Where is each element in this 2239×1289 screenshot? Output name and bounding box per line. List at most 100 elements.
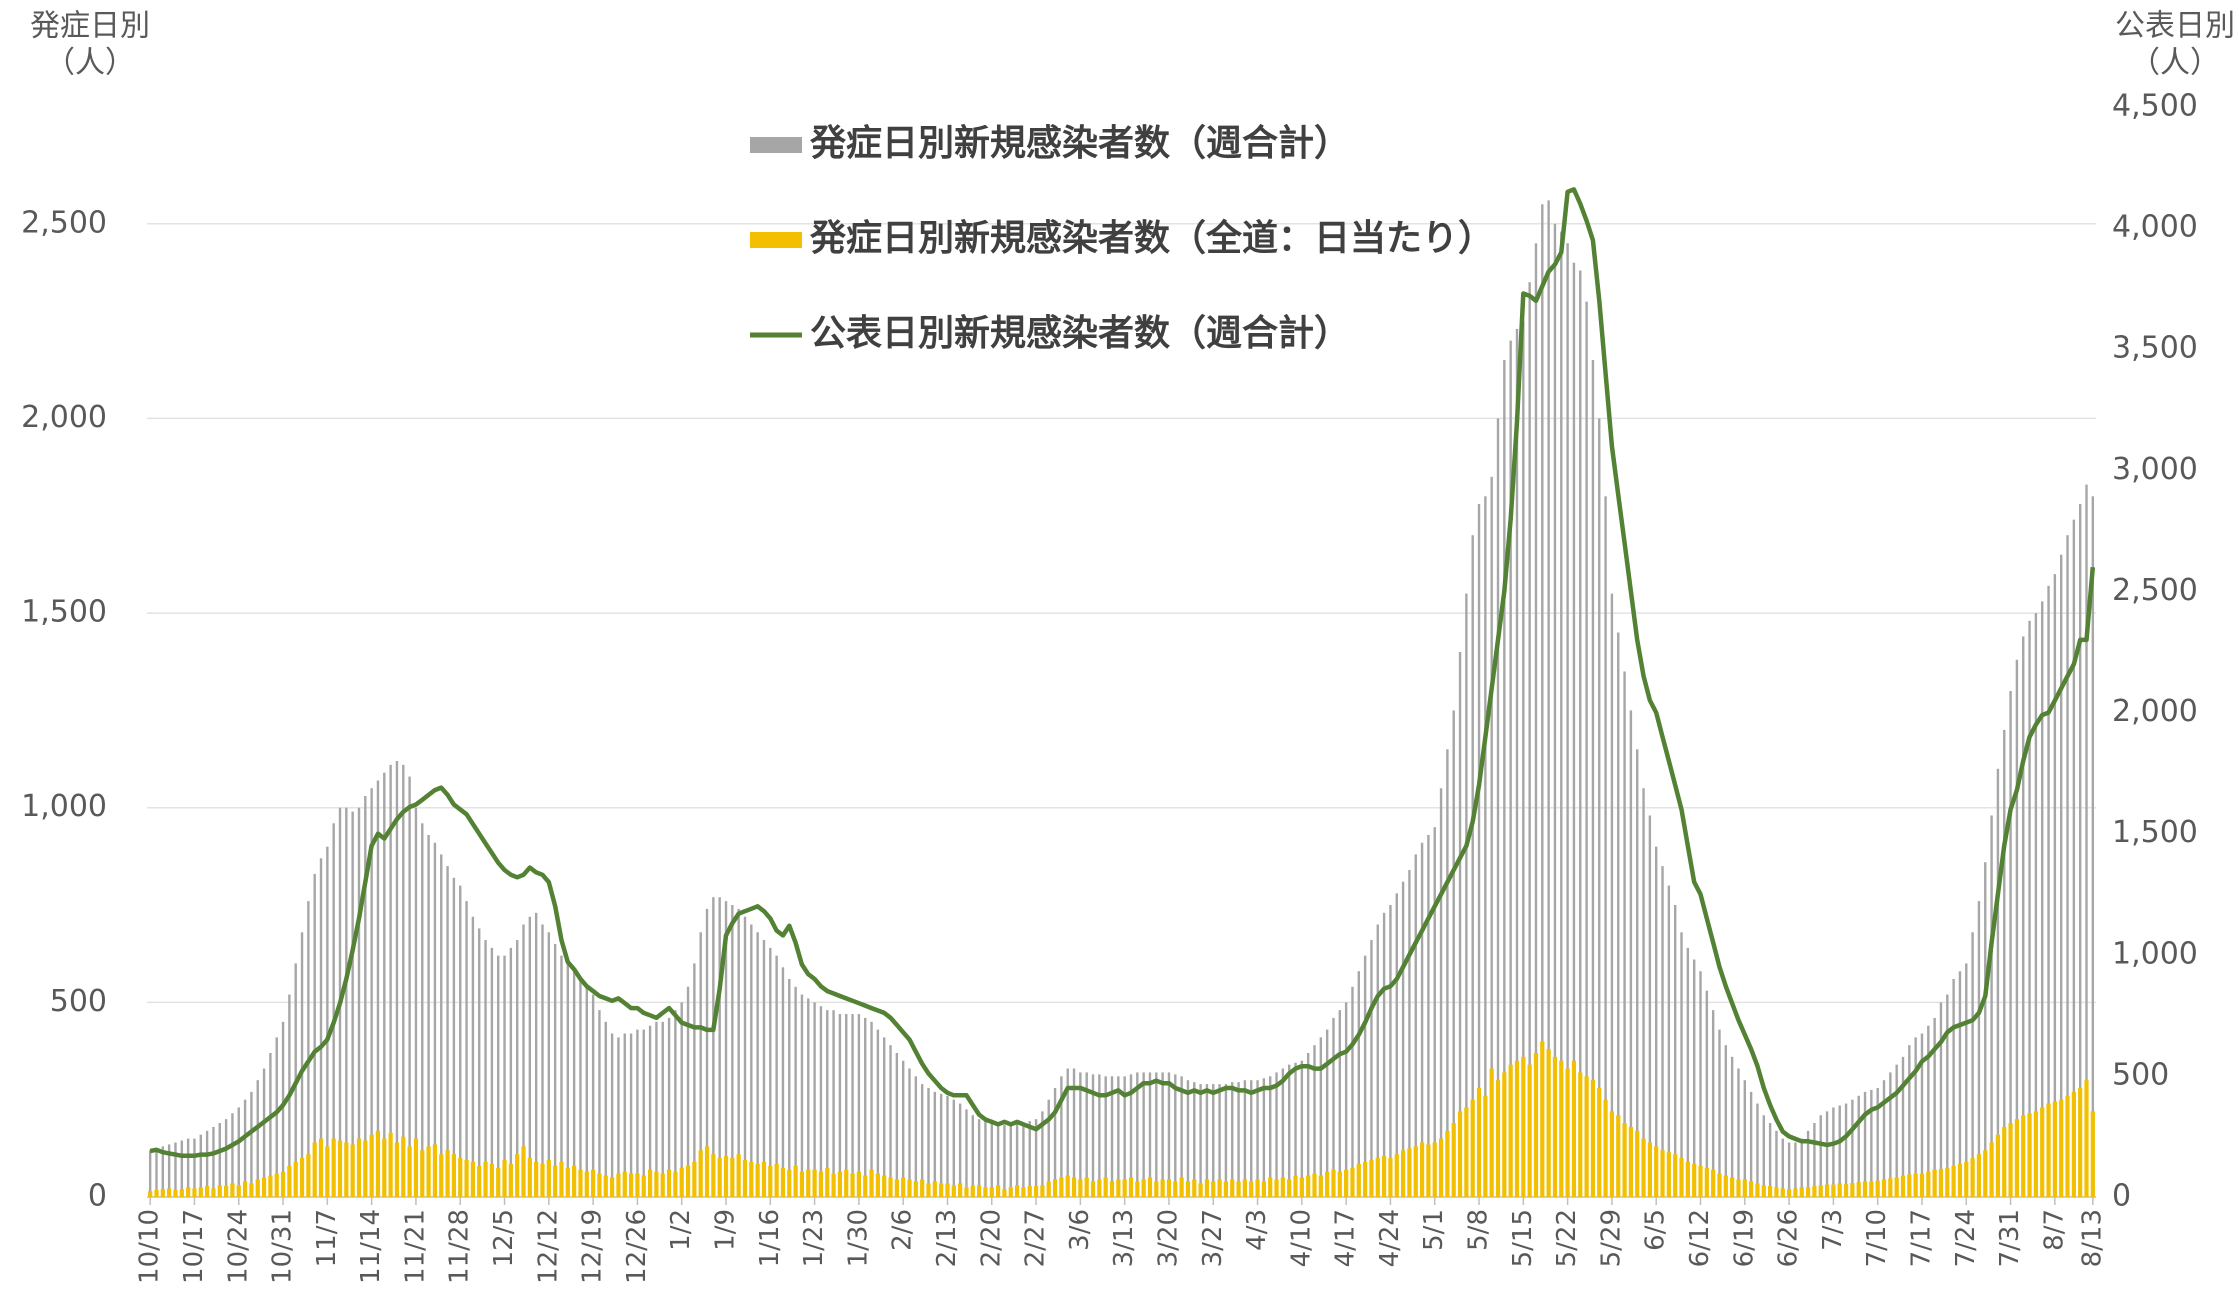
bar <box>2040 1107 2045 1197</box>
bar <box>1521 1056 1526 1197</box>
bar <box>889 1045 892 1197</box>
bar <box>1863 1091 1867 1197</box>
bar <box>446 866 449 1197</box>
bar <box>1230 1179 1235 1197</box>
bar <box>661 1021 664 1197</box>
bar <box>275 1037 278 1197</box>
bar <box>439 1154 444 1197</box>
bar <box>1661 866 1664 1197</box>
bar <box>174 1142 177 1197</box>
bar <box>1344 1002 1348 1197</box>
bar <box>768 1165 773 1197</box>
bar <box>1015 1123 1019 1197</box>
bar <box>452 877 456 1197</box>
bar <box>1212 1084 1215 1197</box>
bar <box>211 1188 216 1197</box>
x-tick-label: 10/17 <box>179 1209 209 1284</box>
bar <box>1407 1148 1412 1197</box>
bar <box>1071 1177 1077 1197</box>
bar <box>591 1169 596 1197</box>
bar <box>224 1119 228 1197</box>
bar <box>1008 1187 1013 1197</box>
bar <box>1312 1173 1317 1197</box>
bar <box>932 1181 937 1197</box>
x-tick-label: 7/17 <box>1906 1209 1936 1267</box>
bar <box>1382 912 1386 1197</box>
bar <box>1768 1186 1773 1197</box>
bar <box>984 1121 987 1197</box>
bar <box>1907 1174 1912 1197</box>
bar <box>414 807 418 1197</box>
bar <box>1186 1080 1190 1197</box>
bar <box>319 858 323 1197</box>
bar <box>540 1163 545 1197</box>
bar <box>1243 1080 1247 1197</box>
bar <box>901 1177 906 1197</box>
bar <box>1647 1142 1652 1197</box>
x-tick-label: 7/24 <box>1951 1209 1981 1267</box>
bar <box>1642 788 1645 1197</box>
bar <box>1996 768 2000 1197</box>
bar <box>629 1033 633 1197</box>
bar <box>837 1171 843 1197</box>
bar <box>1369 1160 1374 1197</box>
bar <box>1363 955 1367 1197</box>
bar <box>1014 1185 1020 1197</box>
bar <box>420 1150 425 1197</box>
bar <box>698 1150 703 1197</box>
bar <box>465 901 468 1197</box>
bar <box>1900 1175 1906 1197</box>
bar <box>1249 1181 1254 1197</box>
bar <box>1508 1064 1513 1197</box>
bar <box>521 1146 526 1197</box>
bar <box>1306 1175 1311 1197</box>
x-tick-label: 10/24 <box>223 1209 253 1284</box>
bar <box>1655 846 1658 1197</box>
bar <box>167 1188 172 1197</box>
bar <box>407 1146 412 1197</box>
bar <box>1976 1154 1982 1197</box>
bar <box>1040 1185 1045 1197</box>
bar <box>1400 1150 1406 1197</box>
bar <box>1800 1138 1803 1197</box>
bar <box>598 1010 601 1197</box>
bar <box>1439 788 1443 1197</box>
bar <box>1173 1181 1178 1197</box>
bar <box>357 807 361 1197</box>
bar <box>1116 1179 1121 1197</box>
bar <box>711 1154 716 1197</box>
bar <box>1609 1111 1615 1197</box>
bar <box>566 963 570 1197</box>
bar <box>1041 1111 1044 1197</box>
legend-label: 発症日別新規感染者数（週合計） <box>810 123 1350 164</box>
bar <box>901 1060 905 1197</box>
bar <box>1749 1091 1753 1197</box>
bar <box>597 1173 602 1197</box>
bar <box>1876 1088 1879 1197</box>
bar <box>261 1177 267 1197</box>
bar <box>369 1134 374 1197</box>
bar <box>1027 1186 1032 1197</box>
bar <box>1983 1150 1988 1197</box>
bar <box>1495 1080 1501 1197</box>
bar <box>647 1169 653 1197</box>
bar <box>1882 1080 1886 1197</box>
bar <box>2002 1126 2007 1197</box>
bar <box>1237 1082 1240 1197</box>
bar <box>382 1138 387 1197</box>
bar <box>313 873 316 1197</box>
bar <box>1356 1163 1361 1197</box>
bar <box>458 1158 463 1197</box>
y2-tick-label: 2,500 <box>2112 573 2198 608</box>
y-tick-label: 1,000 <box>21 789 107 824</box>
bar <box>1579 270 1582 1197</box>
bar <box>908 1068 911 1197</box>
bar <box>705 908 709 1197</box>
bar <box>742 1160 748 1197</box>
bar <box>1908 1045 1911 1197</box>
bar <box>1122 1179 1127 1197</box>
bar <box>1546 1049 1551 1197</box>
bar <box>375 1130 381 1197</box>
bar <box>1628 1126 1633 1197</box>
bar <box>756 932 759 1197</box>
